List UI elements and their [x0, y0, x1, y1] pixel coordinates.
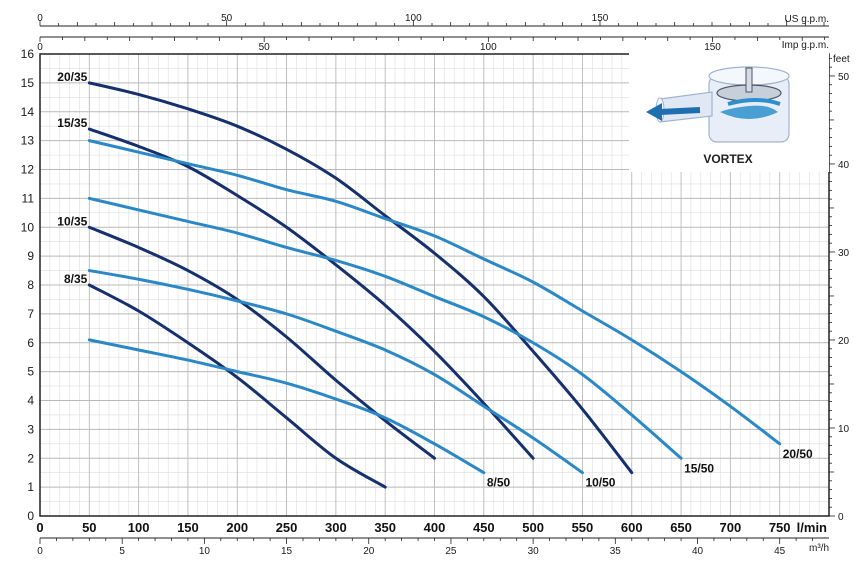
y-left-tick-label: 4	[27, 394, 34, 408]
x-imp-tick-label: 150	[704, 42, 721, 53]
x-us-tick-label: 150	[592, 13, 609, 24]
x-us-tick-label: 0	[37, 13, 43, 24]
grid-major	[39, 53, 830, 517]
x-imp-tick-label: 0	[37, 42, 43, 53]
y-left-tick-label: 13	[21, 134, 35, 148]
curve-label-8-50: 8/50	[487, 476, 511, 490]
x-m3h-tick-label: 35	[610, 546, 622, 557]
x-lmin-tick-label: 700	[720, 520, 742, 535]
curve-label-20-50: 20/50	[783, 447, 813, 461]
x-axis-imp-gpm-unit: Imp g.p.m.	[782, 40, 829, 51]
x-m3h-tick-label: 15	[281, 546, 293, 557]
x-axis-us-gpm-unit: US g.p.m.	[785, 14, 829, 25]
y-left-tick-label: 11	[22, 191, 35, 205]
x-axis-lmin-ticks: 0 50 100 150 200 250 300 350 400 450 500 550 600 650 7…	[36, 520, 790, 535]
x-lmin-tick-label: 450	[473, 520, 495, 535]
curve-label-8-35: 8/35	[64, 272, 88, 286]
x-m3h-tick-label: 5	[119, 546, 125, 557]
x-axis-m3h-unit: m³/h	[809, 543, 829, 554]
y-right-tick-label: 40	[838, 160, 850, 171]
x-axis-us-gpm: 0 50 100 150	[37, 13, 829, 27]
curve-label-20-35: 20/35	[57, 70, 87, 84]
x-m3h-tick-label: 0	[37, 546, 43, 557]
x-lmin-tick-label: 200	[226, 520, 248, 535]
y-left-tick-label: 0	[27, 509, 34, 523]
curve-label-10-50: 10/50	[585, 476, 615, 490]
x-lmin-tick-label: 350	[374, 520, 396, 535]
y-left-tick-label: 1	[27, 480, 34, 494]
y-left-tick-label: 6	[27, 336, 34, 350]
x-lmin-tick-label: 100	[128, 520, 150, 535]
x-us-tick-label: 50	[221, 13, 233, 24]
y-axis-right-unit: feet	[833, 54, 850, 65]
curve-label-10-35: 10/35	[57, 214, 87, 228]
y-right-tick-label: 0	[838, 512, 844, 523]
y-left-tick-label: 15	[21, 76, 35, 90]
x-lmin-tick-label: 400	[424, 520, 446, 535]
x-axis-m3h: 0 5 10 15 20 25 30 35 40 45	[37, 537, 829, 557]
y-left-tick-label: 2	[27, 451, 34, 465]
y-left-tick-label: 12	[21, 163, 35, 177]
curve-label-15-35: 15/35	[57, 116, 87, 130]
x-imp-tick-label: 100	[480, 42, 497, 53]
x-lmin-tick-label: 250	[276, 520, 298, 535]
x-m3h-tick-label: 40	[692, 546, 704, 557]
x-m3h-tick-label: 30	[528, 546, 540, 557]
y-left-tick-label: 9	[27, 249, 34, 263]
y-left-tick-label: 10	[21, 220, 35, 234]
x-lmin-tick-label: 750	[769, 520, 791, 535]
curve-20-35	[87, 81, 634, 475]
x-m3h-tick-label: 45	[774, 546, 786, 557]
x-m3h-tick-label: 20	[363, 546, 375, 557]
curves	[87, 81, 782, 489]
x-axis-imp-gpm: 0 50 100 150	[37, 36, 829, 53]
y-left-tick-label: 3	[27, 422, 34, 436]
x-imp-tick-label: 50	[259, 42, 271, 53]
curve-8-50	[87, 338, 486, 475]
curve-15-50	[87, 196, 683, 460]
y-right-tick-label: 30	[838, 248, 850, 259]
x-lmin-tick-label: 550	[572, 520, 594, 535]
x-lmin-tick-label: 500	[522, 520, 544, 535]
vortex-impeller-illustration	[646, 66, 790, 143]
y-axis-right-ticks: 0 10 20 30 40 50	[829, 57, 850, 523]
y-left-tick-label: 5	[27, 365, 34, 379]
curve-label-15-50: 15/50	[684, 461, 714, 475]
x-lmin-tick-label: 600	[621, 520, 643, 535]
x-m3h-tick-label: 25	[445, 546, 457, 557]
y-right-tick-label: 50	[838, 72, 850, 83]
x-lmin-tick-label: 0	[36, 520, 43, 535]
y-left-tick-label: 14	[21, 105, 35, 119]
x-lmin-tick-label: 150	[177, 520, 199, 535]
curve-20-50	[87, 139, 782, 446]
curve-8-35	[87, 283, 387, 489]
y-left-tick-label: 8	[27, 278, 34, 292]
vortex-label: VORTEX	[703, 152, 752, 166]
y-right-tick-label: 10	[838, 424, 850, 435]
x-lmin-tick-label: 300	[325, 520, 347, 535]
vortex-inset: VORTEX	[629, 52, 829, 172]
y-left-tick-label: 16	[21, 47, 35, 61]
curve-10-50	[87, 269, 584, 475]
x-axis-lmin-unit: l/min	[797, 520, 827, 535]
x-lmin-tick-label: 50	[82, 520, 96, 535]
y-right-tick-label: 20	[838, 336, 850, 347]
x-lmin-tick-label: 650	[670, 520, 692, 535]
plot-frame	[39, 53, 830, 517]
x-us-tick-label: 100	[405, 13, 422, 24]
curve-labels: 8/35 10/35 15/35 20/35 8/50 10/50 15/50 20/50	[57, 70, 813, 490]
y-left-tick-label: 7	[27, 307, 34, 321]
x-m3h-tick-label: 10	[199, 546, 211, 557]
curve-15-35	[87, 127, 535, 460]
